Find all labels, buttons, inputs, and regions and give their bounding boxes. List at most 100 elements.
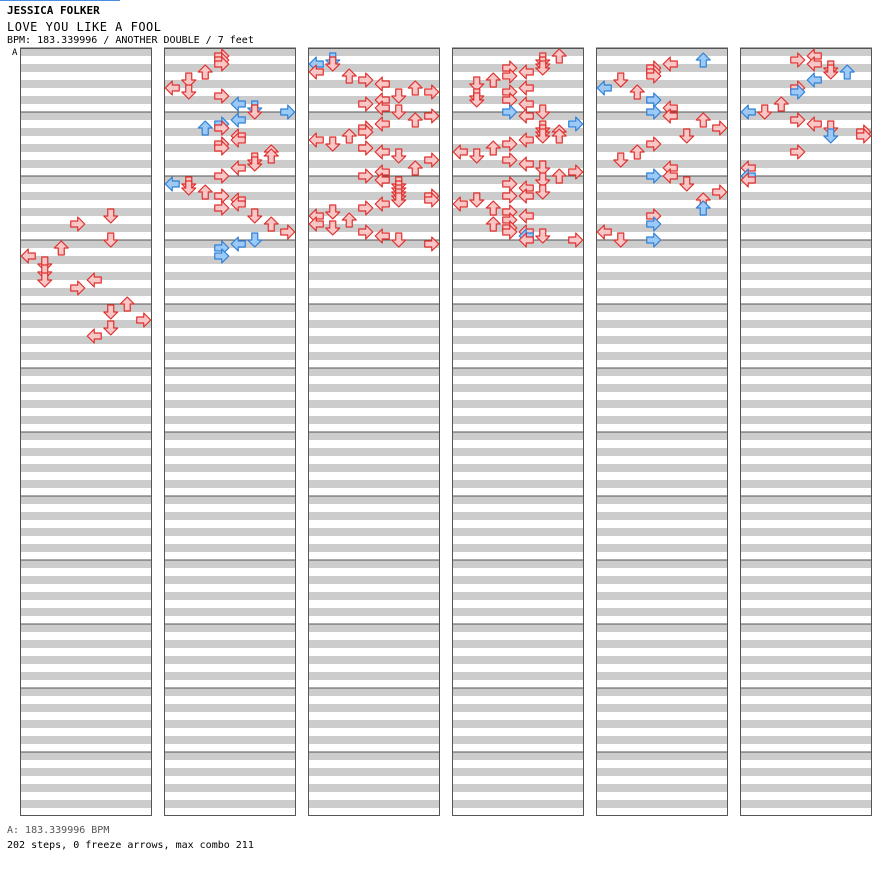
note-arrow-right-icon <box>424 236 440 252</box>
beat-stripe <box>308 432 440 440</box>
note-arrow-right-icon <box>712 184 728 200</box>
measure <box>452 751 584 816</box>
measure <box>740 175 872 240</box>
note-arrow-down-icon <box>181 84 197 100</box>
beat-stripe <box>740 480 872 488</box>
beat-stripe <box>20 736 152 744</box>
measure <box>740 303 872 368</box>
beat-stripe <box>596 608 728 616</box>
measure <box>452 111 584 176</box>
beat-stripe <box>596 48 728 56</box>
beat-stripe <box>20 624 152 632</box>
beat-stripe <box>596 704 728 712</box>
beat-stripe <box>308 112 440 120</box>
beat-stripe <box>20 656 152 664</box>
beat-stripe <box>164 432 296 440</box>
beat-stripe <box>164 352 296 360</box>
note-arrow-up-icon <box>197 120 213 136</box>
measure <box>20 175 152 240</box>
beat-stripe <box>740 256 872 264</box>
note-arrow-down-icon <box>181 72 197 88</box>
note-arrow-up-icon <box>407 112 423 128</box>
beat-stripe <box>452 608 584 616</box>
beat-stripe <box>20 80 152 88</box>
measure <box>596 111 728 176</box>
beat-stripe <box>596 96 728 104</box>
note-arrow-left-icon <box>452 196 468 212</box>
measure <box>740 111 872 176</box>
note-arrow-left-icon <box>596 224 612 240</box>
beat-stripe <box>596 640 728 648</box>
beat-stripe <box>452 528 584 536</box>
beat-stripe <box>596 240 728 248</box>
note-arrow-down-icon <box>325 220 341 236</box>
note-arrow-up-icon <box>485 200 501 216</box>
beat-stripe <box>20 544 152 552</box>
beat-stripe <box>164 48 296 56</box>
note-arrow-right-icon <box>502 68 518 84</box>
note-arrow-down-icon <box>535 160 551 176</box>
measure <box>164 367 296 432</box>
beat-stripe <box>452 208 584 216</box>
measure <box>20 559 152 624</box>
measure <box>20 687 152 752</box>
beat-stripe <box>308 192 440 200</box>
measure <box>20 495 152 560</box>
note-arrow-down-icon <box>613 72 629 88</box>
beat-stripe <box>308 560 440 568</box>
note-arrow-right-icon <box>502 104 518 120</box>
measure <box>452 175 584 240</box>
note-arrow-right-icon <box>502 188 518 204</box>
note-arrow-right-icon <box>214 168 230 184</box>
beat-stripe <box>20 496 152 504</box>
measure <box>740 751 872 816</box>
note-arrow-left-icon <box>518 208 534 224</box>
measure <box>164 111 296 176</box>
note-arrow-up-icon <box>341 212 357 228</box>
measure <box>452 495 584 560</box>
beat-stripe <box>596 592 728 600</box>
beat-stripe <box>20 688 152 696</box>
beat-stripe <box>20 640 152 648</box>
beat-stripe <box>20 432 152 440</box>
beat-stripe <box>740 240 872 248</box>
note-arrow-right-icon <box>358 124 374 140</box>
note-arrow-down-icon <box>535 128 551 144</box>
beat-stripe <box>308 176 440 184</box>
note-arrow-right-icon <box>568 116 584 132</box>
beat-stripe <box>596 528 728 536</box>
beat-stripe <box>452 464 584 472</box>
note-arrow-up-icon <box>629 84 645 100</box>
beat-stripe <box>452 416 584 424</box>
beat-stripe <box>452 480 584 488</box>
beat-stripe <box>596 336 728 344</box>
beat-stripe <box>596 176 728 184</box>
beat-stripe <box>164 240 296 248</box>
artist-name: JESSICA FOLKER <box>7 4 100 17</box>
beat-stripe <box>20 160 152 168</box>
beat-stripe <box>20 672 152 680</box>
note-arrow-right-icon <box>424 108 440 124</box>
measure <box>164 623 296 688</box>
beat-stripe <box>596 544 728 552</box>
beat-stripe <box>164 144 296 152</box>
bpm-marker-label: A <box>12 48 18 58</box>
beat-stripe <box>20 96 152 104</box>
chart-column-5 <box>596 47 728 816</box>
beat-stripe <box>308 528 440 536</box>
note-arrow-down-icon <box>391 104 407 120</box>
note-arrow-right-icon <box>856 128 872 144</box>
measure <box>164 431 296 496</box>
measure <box>308 559 440 624</box>
beat-stripe <box>164 784 296 792</box>
beat-stripe <box>164 416 296 424</box>
beat-stripe <box>164 576 296 584</box>
beat-stripe <box>20 352 152 360</box>
note-arrow-right-icon <box>646 232 662 248</box>
beat-stripe <box>308 480 440 488</box>
beat-stripe <box>740 176 872 184</box>
beat-stripe <box>452 304 584 312</box>
beat-stripe <box>596 304 728 312</box>
note-arrow-down-icon <box>325 136 341 152</box>
beat-stripe <box>596 368 728 376</box>
